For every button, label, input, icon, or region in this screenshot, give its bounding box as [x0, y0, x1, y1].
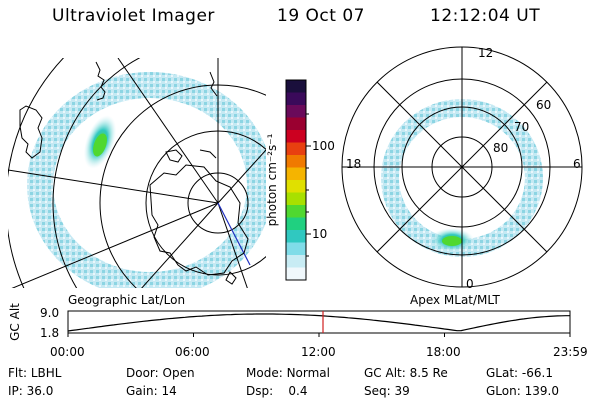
magnetic-polar-plot — [341, 46, 583, 288]
observation-date: 19 Oct 07 — [277, 6, 365, 26]
right-panel-label: Apex MLat/MLT — [410, 293, 500, 307]
info-seq: Seq: 39 — [364, 384, 410, 398]
time-tick-2359: 23:59 — [553, 345, 588, 359]
auroral-oval-left — [27, 72, 266, 288]
colorbar — [285, 79, 311, 281]
colorbar-swatch — [286, 180, 306, 193]
colorbar-tick-10: 10 — [312, 227, 328, 241]
colorbar-unit-label: photon cm⁻²s⁻¹ — [265, 133, 279, 227]
colorbar-swatch — [286, 105, 306, 118]
colorbar-swatch — [286, 155, 306, 168]
colorbar-swatch — [286, 242, 306, 256]
altitude-axis-label: GC Alt — [7, 303, 22, 341]
altitude-tick-min: 1.8 — [40, 326, 60, 340]
meridians — [8, 58, 266, 288]
observation-time: 12:12:04 UT — [430, 6, 541, 26]
info-ip: IP: 36.0 — [8, 384, 54, 398]
info-glat: GLat: -66.1 — [486, 366, 553, 380]
coastlines — [19, 61, 249, 285]
colorbar-swatch — [286, 192, 306, 206]
mlt-label-bottom: 0 — [466, 277, 474, 291]
info-gain: Gain: 14 — [126, 384, 177, 398]
colorbar-swatch — [286, 130, 306, 143]
colorbar-swatch — [286, 267, 306, 281]
mlat-label-70: 70 — [514, 120, 530, 134]
time-tick-1200: 12:00 — [301, 345, 336, 359]
info-gc-alt: GC Alt: 8.5 Re — [364, 366, 448, 380]
time-tick-1800: 18:00 — [426, 345, 461, 359]
instrument-title: Ultraviolet Imager — [52, 6, 215, 26]
mlat-label-60: 60 — [536, 98, 552, 112]
altitude-tick-max: 9.0 — [40, 306, 60, 320]
info-glon: GLon: 139.0 — [486, 384, 559, 398]
info-dsp: Dsp: 0.4 — [246, 384, 308, 398]
colorbar-swatch — [286, 80, 306, 93]
altitude-strip — [67, 310, 571, 337]
geographic-map — [8, 58, 266, 288]
info-mode: Mode: Normal — [246, 366, 330, 380]
info-flt: Flt: LBHL — [8, 366, 62, 380]
time-tick-0600: 06:00 — [175, 345, 210, 359]
colorbar-swatch — [286, 142, 306, 156]
info-door: Door: Open — [126, 366, 195, 380]
mlt-label-left: 18 — [346, 157, 362, 171]
colorbar-swatch — [286, 117, 306, 131]
colorbar-tick-100: 100 — [312, 139, 335, 153]
colorbar-swatch — [286, 205, 306, 218]
colorbar-swatch — [286, 217, 306, 231]
mlt-label-top: 12 — [478, 46, 494, 60]
colorbar-swatch — [286, 255, 306, 268]
time-tick-0000: 00:00 — [50, 345, 85, 359]
sun-direction-line — [217, 202, 251, 266]
left-panel-label: Geographic Lat/Lon — [68, 293, 186, 307]
colorbar-swatch — [286, 92, 306, 106]
altitude-curve — [67, 313, 570, 332]
mlat-label-80: 80 — [493, 141, 509, 155]
mlt-label-right: 6 — [573, 157, 581, 171]
colorbar-swatch — [286, 230, 306, 243]
colorbar-swatch — [286, 167, 306, 181]
